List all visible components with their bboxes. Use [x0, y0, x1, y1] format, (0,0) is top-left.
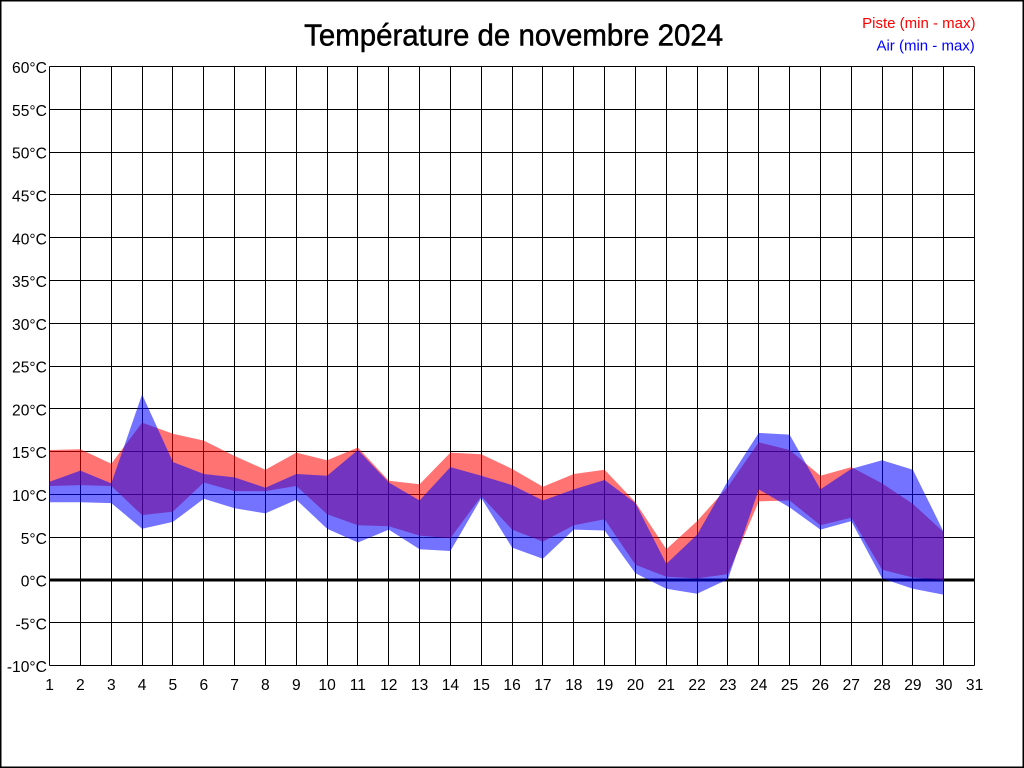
svg-text:4: 4	[138, 677, 147, 694]
svg-text:Température de novembre 2024: Température de novembre 2024	[304, 18, 723, 53]
svg-text:31: 31	[966, 677, 983, 694]
svg-text:Piste (min - max): Piste (min - max)	[862, 15, 975, 32]
svg-text:8: 8	[261, 677, 270, 694]
svg-text:20°C: 20°C	[12, 402, 47, 419]
svg-text:25°C: 25°C	[12, 360, 47, 377]
svg-text:13: 13	[411, 677, 428, 694]
svg-text:26: 26	[812, 677, 829, 694]
svg-text:28: 28	[873, 677, 890, 694]
svg-text:25: 25	[781, 677, 799, 694]
svg-text:30: 30	[935, 677, 953, 694]
svg-text:18: 18	[565, 677, 582, 694]
svg-text:0°C: 0°C	[21, 574, 47, 591]
svg-text:7: 7	[230, 677, 239, 694]
svg-text:15: 15	[473, 677, 491, 694]
svg-text:40°C: 40°C	[12, 231, 47, 248]
svg-text:5: 5	[169, 677, 178, 694]
svg-text:24: 24	[750, 677, 768, 694]
svg-text:-5°C: -5°C	[16, 616, 47, 633]
svg-text:23: 23	[719, 677, 736, 694]
svg-text:35°C: 35°C	[12, 274, 47, 291]
svg-text:3: 3	[107, 677, 116, 694]
svg-text:16: 16	[503, 677, 520, 694]
svg-text:27: 27	[843, 677, 860, 694]
svg-text:29: 29	[904, 677, 921, 694]
svg-text:19: 19	[596, 677, 613, 694]
svg-text:14: 14	[442, 677, 460, 694]
svg-text:1: 1	[45, 677, 54, 694]
svg-text:5°C: 5°C	[21, 531, 47, 548]
svg-text:6: 6	[199, 677, 208, 694]
svg-text:45°C: 45°C	[12, 189, 47, 206]
svg-text:10°C: 10°C	[12, 488, 47, 505]
svg-text:20: 20	[627, 677, 645, 694]
svg-text:60°C: 60°C	[12, 60, 47, 77]
svg-text:Air (min - max): Air (min - max)	[876, 37, 974, 54]
svg-text:17: 17	[534, 677, 551, 694]
svg-text:11: 11	[350, 677, 366, 694]
svg-text:21: 21	[658, 677, 675, 694]
svg-text:10: 10	[318, 677, 336, 694]
svg-text:-10°C: -10°C	[7, 659, 47, 676]
svg-text:50°C: 50°C	[12, 146, 47, 163]
svg-text:30°C: 30°C	[12, 317, 47, 334]
svg-text:12: 12	[380, 677, 397, 694]
svg-text:22: 22	[688, 677, 705, 694]
svg-text:15°C: 15°C	[12, 445, 47, 462]
svg-text:2: 2	[76, 677, 85, 694]
svg-text:9: 9	[292, 677, 301, 694]
svg-text:55°C: 55°C	[12, 103, 47, 120]
